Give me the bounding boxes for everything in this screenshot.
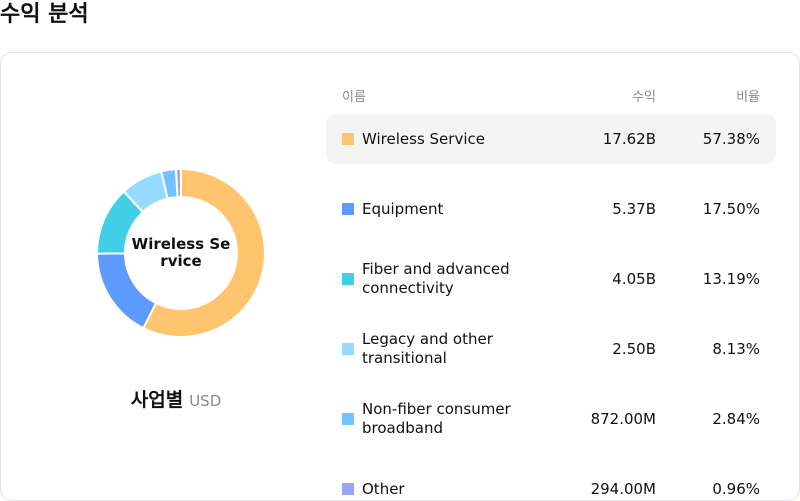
table-row[interactable]: Wireless Service 17.62B 57.38% xyxy=(326,114,776,164)
row-name: Fiber and advanced connectivity xyxy=(362,260,510,297)
row-name: Non-fiber consumer broadband xyxy=(362,400,511,437)
row-name: Wireless Service xyxy=(362,129,485,148)
row-share: 13.19% xyxy=(702,270,760,288)
table-row[interactable]: Equipment 5.37B 17.50% xyxy=(326,184,776,234)
caption-unit: USD xyxy=(189,392,222,410)
table-rows: Wireless Service 17.62B 57.38% Equipment… xyxy=(326,114,776,501)
revenue-table: 이름 수익 비율 Wireless Service 17.62B 57.38% … xyxy=(326,83,776,501)
row-share: 8.13% xyxy=(712,340,760,358)
row-share: 57.38% xyxy=(702,130,760,148)
row-revenue: 872.00M xyxy=(590,410,656,428)
header-share: 비율 xyxy=(736,89,760,105)
legend-swatch-icon xyxy=(342,133,354,145)
row-revenue: 2.50B xyxy=(612,340,656,358)
donut-chart: Wireless Service xyxy=(91,163,271,343)
revenue-card: Wireless Service 사업별 USD 이름 수익 비율 Wireles… xyxy=(0,52,800,501)
table-row[interactable]: Non-fiber consumer broadband 872.00M 2.8… xyxy=(326,394,776,444)
row-name: Equipment xyxy=(362,199,444,218)
row-share: 0.96% xyxy=(712,480,760,498)
header-revenue: 수익 xyxy=(632,89,656,105)
donut-center-label: Wireless Service xyxy=(131,235,231,270)
table-row[interactable]: Other 294.00M 0.96% xyxy=(326,464,776,501)
row-revenue: 294.00M xyxy=(590,480,656,498)
row-revenue: 17.62B xyxy=(602,130,656,148)
header-name: 이름 xyxy=(342,89,366,105)
table-row[interactable]: Fiber and advanced connectivity 4.05B 13… xyxy=(326,254,776,304)
row-name: Other xyxy=(362,479,405,498)
row-share: 17.50% xyxy=(702,200,760,218)
row-revenue: 5.37B xyxy=(612,200,656,218)
row-share: 2.84% xyxy=(712,410,760,428)
row-revenue: 4.05B xyxy=(612,270,656,288)
row-name: Legacy and other transitional xyxy=(362,330,493,367)
page-title: 수익 분석 xyxy=(0,2,89,27)
chart-caption: 사업별 USD xyxy=(1,385,351,412)
legend-swatch-icon xyxy=(342,413,354,425)
donut-svg xyxy=(95,167,266,338)
legend-swatch-icon xyxy=(342,343,354,355)
table-row[interactable]: Legacy and other transitional 2.50B 8.13… xyxy=(326,324,776,374)
caption-title: 사업별 xyxy=(130,389,184,411)
donut-slice[interactable] xyxy=(174,167,182,199)
legend-swatch-icon xyxy=(342,203,354,215)
legend-swatch-icon xyxy=(342,483,354,495)
table-header: 이름 수익 비율 xyxy=(326,83,776,107)
legend-swatch-icon xyxy=(342,273,354,285)
donut-slice[interactable] xyxy=(142,167,266,338)
